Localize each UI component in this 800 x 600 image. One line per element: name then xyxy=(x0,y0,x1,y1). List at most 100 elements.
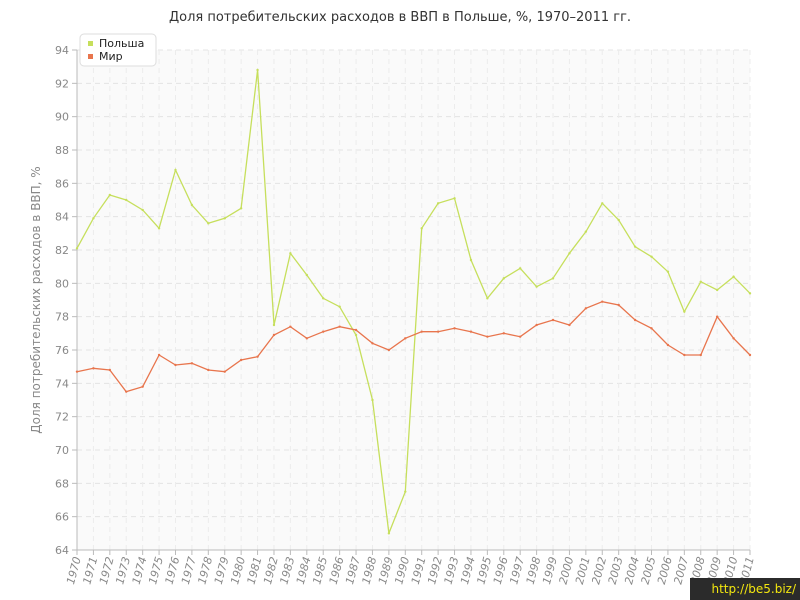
grid xyxy=(76,49,751,551)
y-tick-label: 78 xyxy=(55,311,69,324)
series-line-0 xyxy=(76,69,751,534)
chart-title: Доля потребительских расходов в ВВП в По… xyxy=(169,10,631,25)
data-point xyxy=(190,203,194,207)
data-point xyxy=(256,68,259,72)
data-point xyxy=(371,398,374,402)
data-point xyxy=(157,353,161,357)
data-point xyxy=(125,198,128,202)
data-point xyxy=(617,303,620,307)
data-point xyxy=(338,305,341,308)
data-point xyxy=(584,230,588,233)
data-point xyxy=(174,168,177,172)
y-axis-ticks: 64 66 68 70 72 74 76 78 80 82 84 86 88 90 92 94 xyxy=(55,44,77,557)
y-tick-label: 86 xyxy=(55,177,69,190)
legend-swatch xyxy=(88,41,93,46)
data-point xyxy=(404,337,407,340)
series-lines xyxy=(75,68,752,535)
data-point xyxy=(354,328,358,332)
data-point xyxy=(715,315,719,318)
data-point xyxy=(92,217,95,220)
data-point xyxy=(272,333,276,337)
data-point xyxy=(322,297,325,300)
data-point xyxy=(387,348,391,352)
data-point xyxy=(518,267,522,270)
data-point xyxy=(732,337,735,340)
y-tick-label: 88 xyxy=(55,144,69,157)
data-point xyxy=(568,252,571,255)
y-tick-label: 70 xyxy=(55,444,69,457)
y-tick-label: 82 xyxy=(55,244,69,257)
data-point xyxy=(387,532,391,535)
data-point xyxy=(436,330,440,333)
legend-swatch xyxy=(88,54,93,59)
data-point xyxy=(568,323,571,327)
x-axis-ticks: 1970197119721973197419751976197719781979… xyxy=(64,550,757,586)
data-point xyxy=(141,385,144,388)
y-tick-label: 66 xyxy=(55,511,69,524)
data-point xyxy=(469,330,473,333)
data-point xyxy=(420,330,423,333)
data-point xyxy=(453,197,456,200)
data-point xyxy=(551,277,555,280)
data-point xyxy=(354,333,358,337)
data-point xyxy=(601,202,604,205)
legend-label: Мир xyxy=(99,50,123,63)
data-point xyxy=(584,307,588,310)
data-point xyxy=(256,355,259,358)
data-point xyxy=(223,370,226,373)
data-point xyxy=(748,353,752,357)
data-point xyxy=(486,335,489,338)
legend-box xyxy=(79,33,157,67)
y-tick-label: 90 xyxy=(55,111,69,124)
data-point xyxy=(92,367,95,370)
data-point xyxy=(486,297,489,300)
data-point xyxy=(207,222,210,225)
data-point xyxy=(436,202,440,205)
y-axis-label: Доля потребительских расходов в ВВП, % xyxy=(29,166,43,433)
legend-label: Польша xyxy=(99,37,144,50)
data-point xyxy=(207,368,210,372)
data-point xyxy=(108,193,112,197)
y-tick-label: 80 xyxy=(55,277,69,290)
data-point xyxy=(239,358,243,362)
data-point xyxy=(75,247,79,250)
y-tick-label: 76 xyxy=(55,344,69,357)
data-point xyxy=(601,300,604,303)
data-point xyxy=(502,277,505,280)
data-point xyxy=(518,335,522,338)
axes xyxy=(76,50,750,551)
data-point xyxy=(633,318,637,322)
data-point xyxy=(289,252,292,255)
data-point xyxy=(108,368,112,372)
data-point xyxy=(535,323,538,327)
data-point xyxy=(617,218,620,222)
data-point xyxy=(305,273,309,277)
data-point xyxy=(223,217,226,220)
plot-area xyxy=(77,50,750,550)
y-tick-label: 94 xyxy=(55,44,69,57)
data-point xyxy=(650,327,653,330)
data-point xyxy=(551,318,555,322)
data-point xyxy=(469,258,473,262)
data-point xyxy=(404,490,407,493)
data-point xyxy=(338,325,341,328)
data-point xyxy=(502,332,505,335)
data-point xyxy=(322,330,325,333)
data-point xyxy=(535,285,538,288)
data-point xyxy=(699,280,702,283)
data-point xyxy=(305,337,309,340)
data-point xyxy=(371,342,374,345)
data-point xyxy=(699,353,702,357)
data-point xyxy=(289,325,292,328)
series-line-1 xyxy=(76,301,751,393)
y-tick-label: 68 xyxy=(55,477,69,490)
data-point xyxy=(683,353,686,357)
data-point xyxy=(174,363,177,367)
data-point xyxy=(420,227,423,230)
data-point xyxy=(666,343,670,347)
data-point xyxy=(75,370,79,373)
watermark[interactable]: http://be5.biz/ xyxy=(690,578,800,600)
data-point xyxy=(666,270,670,273)
